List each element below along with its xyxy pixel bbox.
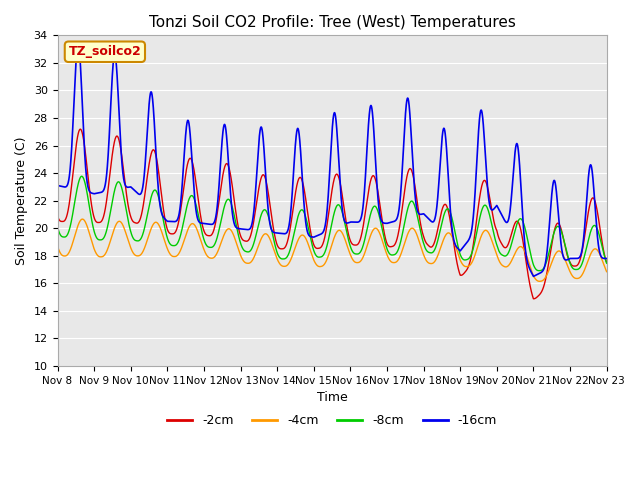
-2cm bbox=[530, 296, 538, 301]
-4cm bbox=[561, 256, 569, 262]
-4cm bbox=[339, 231, 347, 237]
-2cm bbox=[339, 197, 347, 203]
-8cm bbox=[535, 268, 543, 274]
-2cm bbox=[561, 242, 569, 248]
X-axis label: Time: Time bbox=[317, 391, 348, 404]
-16cm bbox=[561, 257, 569, 263]
-8cm bbox=[234, 231, 242, 237]
Line: -16cm: -16cm bbox=[58, 43, 607, 276]
-16cm bbox=[603, 256, 611, 262]
-4cm bbox=[456, 256, 463, 262]
-2cm bbox=[77, 126, 84, 132]
-4cm bbox=[55, 246, 63, 252]
-8cm bbox=[561, 241, 569, 247]
-8cm bbox=[408, 198, 415, 204]
-8cm bbox=[339, 212, 347, 218]
-16cm bbox=[456, 248, 463, 253]
-16cm bbox=[408, 133, 415, 139]
-16cm bbox=[54, 182, 61, 188]
Line: -2cm: -2cm bbox=[58, 129, 607, 299]
-4cm bbox=[408, 226, 415, 231]
-4cm bbox=[234, 246, 242, 252]
-8cm bbox=[55, 228, 63, 234]
-16cm bbox=[339, 211, 347, 217]
-16cm bbox=[55, 183, 63, 189]
Title: Tonzi Soil CO2 Profile: Tree (West) Temperatures: Tonzi Soil CO2 Profile: Tree (West) Temp… bbox=[148, 15, 515, 30]
-8cm bbox=[54, 224, 61, 229]
-16cm bbox=[234, 226, 242, 231]
-4cm bbox=[536, 278, 543, 284]
-2cm bbox=[234, 223, 242, 229]
Y-axis label: Soil Temperature (C): Soil Temperature (C) bbox=[15, 136, 28, 265]
-8cm bbox=[456, 250, 463, 256]
-2cm bbox=[456, 271, 463, 277]
Line: -8cm: -8cm bbox=[58, 176, 607, 271]
Legend: -2cm, -4cm, -8cm, -16cm: -2cm, -4cm, -8cm, -16cm bbox=[162, 409, 502, 432]
-2cm bbox=[54, 213, 61, 219]
-8cm bbox=[603, 260, 611, 266]
-2cm bbox=[603, 259, 611, 265]
-16cm bbox=[529, 274, 537, 279]
Text: TZ_soilco2: TZ_soilco2 bbox=[68, 45, 141, 58]
-16cm bbox=[74, 40, 82, 46]
-2cm bbox=[55, 216, 63, 222]
-8cm bbox=[78, 173, 86, 179]
-2cm bbox=[408, 167, 415, 172]
-4cm bbox=[79, 216, 86, 222]
-4cm bbox=[54, 243, 61, 249]
Line: -4cm: -4cm bbox=[58, 219, 607, 281]
-4cm bbox=[603, 269, 611, 275]
